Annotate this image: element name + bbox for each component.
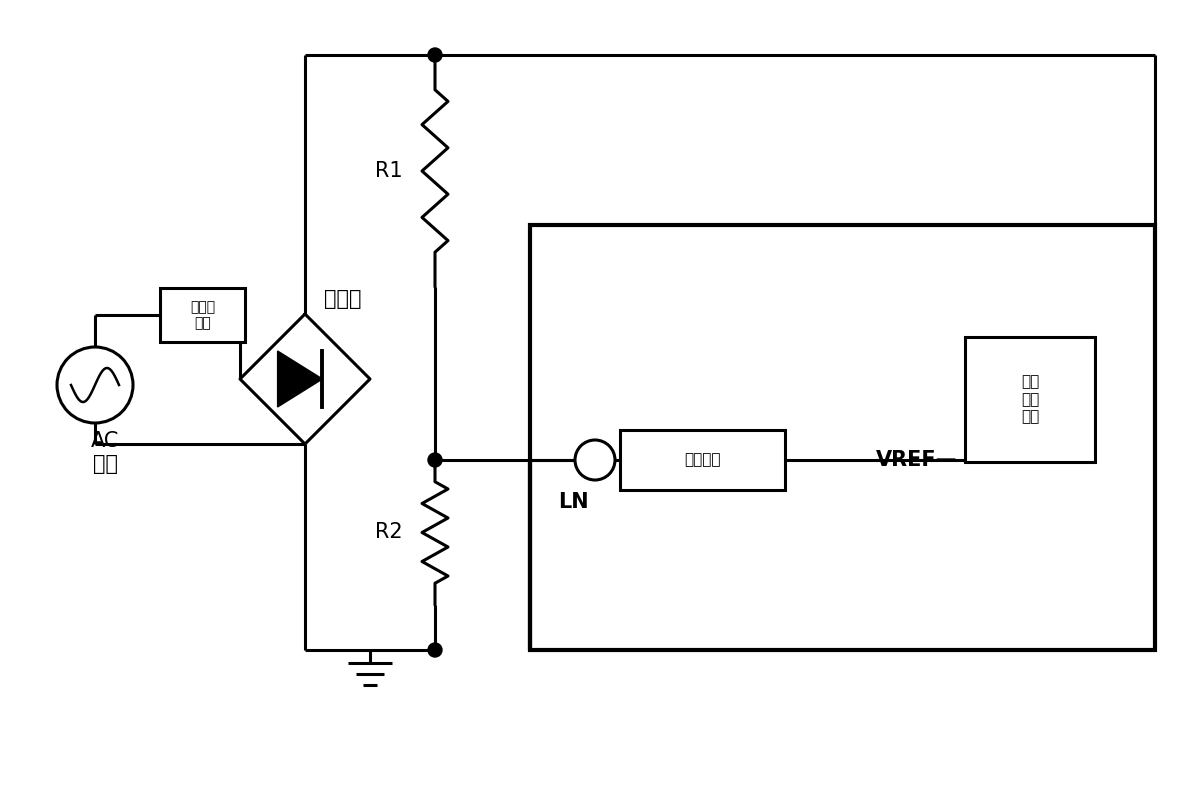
Circle shape — [575, 440, 615, 480]
Text: 开关
控制
处理: 开关 控制 处理 — [1021, 375, 1039, 424]
Text: AC
电压: AC 电压 — [91, 431, 119, 474]
Text: 整流桥: 整流桥 — [324, 289, 362, 309]
Text: 积分电路: 积分电路 — [684, 453, 720, 468]
Polygon shape — [278, 351, 323, 407]
Text: VREF—: VREF— — [875, 450, 957, 470]
Text: R1: R1 — [375, 161, 403, 181]
Circle shape — [428, 643, 442, 657]
FancyBboxPatch shape — [530, 225, 1155, 650]
Circle shape — [428, 48, 442, 62]
Text: LN: LN — [557, 492, 588, 512]
Circle shape — [428, 453, 442, 467]
FancyBboxPatch shape — [620, 430, 786, 490]
Text: R2: R2 — [375, 523, 403, 543]
FancyBboxPatch shape — [160, 288, 245, 342]
FancyBboxPatch shape — [965, 337, 1095, 462]
Text: 可控硅
开关: 可控硅 开关 — [190, 300, 215, 330]
